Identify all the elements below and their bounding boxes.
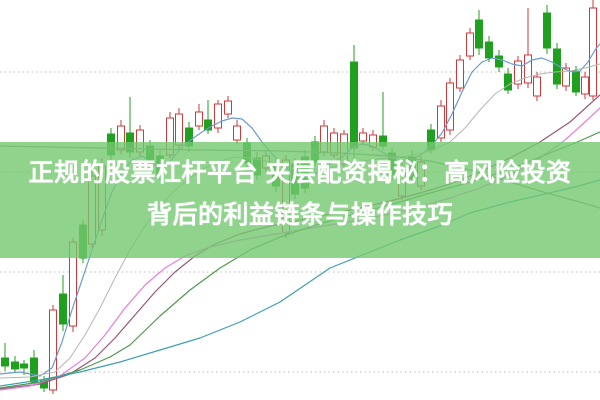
candle-body: [20, 363, 28, 369]
candle-body: [195, 111, 203, 127]
candle-body: [427, 129, 435, 151]
candle-body: [514, 60, 522, 85]
candle-body: [533, 76, 541, 97]
candle-body: [572, 70, 580, 93]
candle-body: [272, 163, 280, 187]
candle-body: [524, 54, 532, 84]
candle-body: [204, 119, 212, 131]
ma-green: [0, 131, 600, 389]
candle-body: [340, 133, 348, 165]
candle-body: [243, 142, 251, 164]
candle-body: [330, 132, 338, 156]
candle-body: [379, 135, 387, 147]
candle-body: [224, 100, 232, 115]
candle-body: [437, 105, 445, 139]
candle-body: [359, 132, 367, 142]
candle-body: [253, 157, 261, 176]
candle-body: [59, 293, 67, 325]
candle-body: [301, 156, 309, 189]
candle-body: [88, 175, 96, 245]
candle-body: [233, 125, 241, 141]
candle-body: [589, 7, 597, 97]
candle-body: [79, 224, 87, 259]
candle-body: [466, 32, 474, 57]
candle-body: [417, 161, 425, 187]
candle-body: [543, 12, 551, 49]
candle-body: [156, 155, 164, 175]
candle-body: [495, 55, 503, 68]
candle-body: [475, 19, 483, 49]
candle-body: [1, 357, 9, 367]
candle-body: [562, 67, 570, 87]
candle-body: [117, 125, 125, 151]
candle-body: [30, 357, 38, 383]
candle-body: [485, 41, 493, 59]
candle-body: [320, 125, 328, 153]
candle-body: [107, 133, 115, 156]
candle-body: [350, 61, 358, 149]
candle-body: [175, 113, 183, 146]
candle-body: [581, 76, 589, 95]
candle-body: [11, 361, 19, 370]
candle-body: [456, 59, 464, 89]
candle-body: [504, 73, 512, 91]
candle-body: [214, 103, 222, 129]
candle-body: [446, 82, 454, 131]
candle-body: [398, 167, 406, 197]
ma-pink: [0, 107, 600, 391]
candle-body: [49, 309, 57, 391]
